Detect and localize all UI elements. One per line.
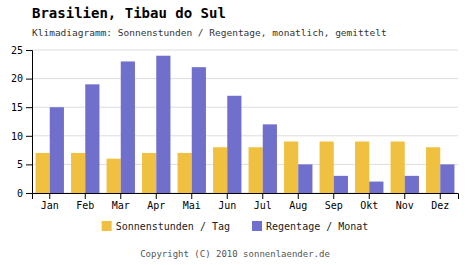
bar: [156, 56, 170, 193]
subtitle: Klimadiagramm: Sonnenstunden / Regentage…: [32, 27, 387, 38]
tick: Jul: [254, 193, 272, 211]
tick-label: 10: [11, 131, 23, 142]
tick-label: Apr: [147, 200, 165, 211]
tick-mark: [191, 193, 192, 199]
x-axis: Jan Feb Mar Apr Mai Jun Jul Aug Sep Okt Nov Dez: [33, 193, 459, 211]
plot: 0 5 10 15 20 25 Jan Feb Mar Apr Mai Jun Jul Aug Sep Okt…: [11, 45, 459, 211]
tick-label: Mar: [112, 200, 130, 211]
bar: [334, 176, 348, 193]
legend-item: Regentage / Monat: [252, 221, 368, 232]
bar: [284, 142, 298, 193]
legend-item: Sonnenstunden / Tag: [102, 221, 230, 232]
tick: Feb: [76, 193, 94, 211]
tick: Aug: [289, 193, 307, 211]
tick: Mar: [112, 193, 130, 211]
legend-swatch: [252, 221, 262, 231]
bar: [142, 153, 156, 193]
annotation: Copyright (C) 2010 sonnenlaender.de: [140, 249, 330, 259]
tick-label: 0: [17, 188, 23, 199]
bar: [107, 159, 121, 193]
title: Brasilien, Tibau do Sul: [32, 5, 226, 21]
bar: [405, 176, 419, 193]
tick-label: Jan: [41, 200, 59, 211]
tick-label: Aug: [289, 200, 307, 211]
bar: [320, 142, 334, 193]
tick-label: Sep: [325, 200, 343, 211]
grid: [32, 50, 458, 193]
tick-label: 5: [17, 159, 23, 170]
bar: [121, 61, 135, 193]
tick: Nov: [396, 193, 414, 211]
bar: [227, 96, 241, 193]
axis-line: [33, 194, 459, 200]
tick: Sep: [325, 193, 343, 211]
bar: [71, 153, 85, 193]
grid-line: [32, 78, 458, 79]
tick-mark: [404, 193, 405, 199]
bar: [426, 147, 440, 193]
legend-label: Regentage / Monat: [266, 221, 368, 232]
tick-label: Okt: [360, 200, 378, 211]
chart: Brasilien, Tibau do Sul Klimadiagramm: So…: [0, 0, 470, 265]
tick-mark: [333, 193, 334, 199]
bar: [178, 153, 192, 193]
tick: Jun: [218, 193, 236, 211]
tick-mark: [26, 107, 32, 108]
tick-mark: [227, 193, 228, 199]
bar: [391, 142, 405, 193]
tick-label: Mai: [183, 200, 201, 211]
tick-label: Jun: [218, 200, 236, 211]
tick-mark: [26, 50, 32, 51]
tick-mark: [26, 193, 32, 194]
tick-mark: [369, 193, 370, 199]
tick-mark: [262, 193, 263, 199]
tick-mark: [120, 193, 121, 199]
tick: 10: [11, 131, 32, 142]
tick-label: 25: [11, 45, 23, 56]
tick-label: Dez: [431, 200, 449, 211]
tick: 20: [11, 73, 32, 84]
tick: 5: [17, 159, 32, 170]
tick: 0: [17, 188, 32, 199]
bar: [298, 164, 312, 193]
bar: [369, 182, 383, 193]
tick-label: Nov: [396, 200, 414, 211]
series: [50, 56, 455, 193]
y-axis: 0 5 10 15 20 25: [11, 45, 33, 199]
tick-mark: [440, 193, 441, 199]
tick-mark: [49, 193, 50, 199]
bar: [36, 153, 50, 193]
tick-mark: [26, 136, 32, 137]
tick-label: Feb: [76, 200, 94, 211]
tick-mark: [298, 193, 299, 199]
tick: 15: [11, 102, 32, 113]
tick-mark: [26, 79, 32, 80]
legend-label: Sonnenstunden / Tag: [116, 221, 230, 232]
tick-label: 20: [11, 73, 23, 84]
tick: Dez: [431, 193, 449, 211]
bar: [50, 107, 64, 193]
legend-swatch: [102, 221, 112, 231]
bar: [440, 164, 454, 193]
bar: [192, 67, 206, 193]
tick: Jan: [41, 193, 59, 211]
bars: [36, 56, 455, 193]
bar: [85, 84, 99, 193]
grid-line: [32, 50, 458, 51]
bar: [213, 147, 227, 193]
legend: Sonnenstunden / Tag Regentage / Monat: [102, 221, 369, 232]
tick-mark: [85, 193, 86, 199]
bar: [355, 142, 369, 193]
bar: [263, 124, 277, 193]
bar: [249, 147, 263, 193]
tick: 25: [11, 45, 32, 56]
tick-mark: [156, 193, 157, 199]
tick: Okt: [360, 193, 378, 211]
tick-mark: [26, 164, 32, 165]
tick-label: Jul: [254, 200, 272, 211]
tick: Mai: [183, 193, 201, 211]
tick-label: 15: [11, 102, 23, 113]
tick: Apr: [147, 193, 165, 211]
axis-line: [26, 51, 33, 194]
